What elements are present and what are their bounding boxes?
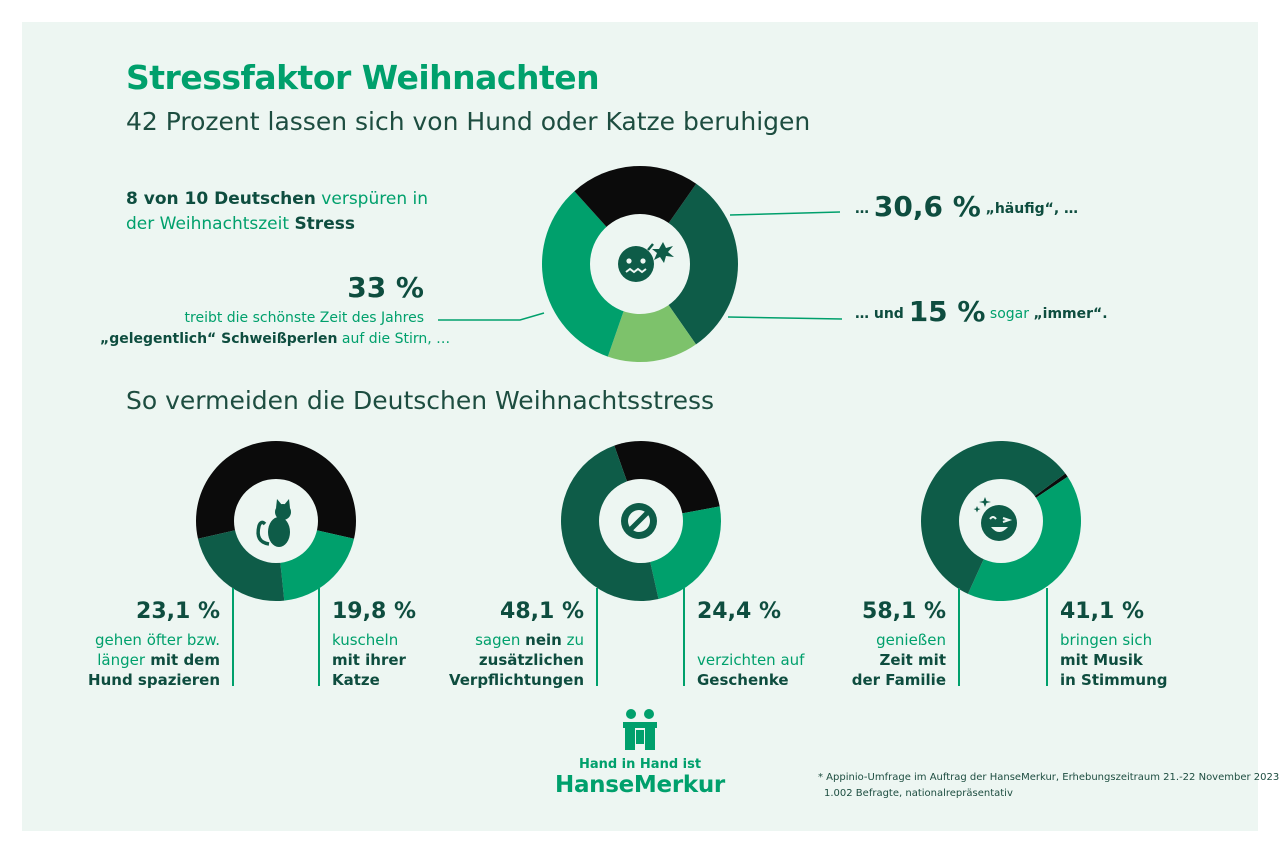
leader-always bbox=[727, 316, 843, 320]
footnote-line1: * Appinio-Umfrage im Auftrag der HanseMe… bbox=[818, 772, 1280, 783]
occasional-value: 33 % bbox=[347, 271, 424, 304]
dog-line1: gehen öfter bzw. bbox=[94, 631, 220, 649]
music-line2: mit Musik bbox=[1060, 651, 1143, 669]
gifts-line2: Geschenke bbox=[697, 671, 789, 689]
cat-label: kuscheln mit ihrer Katze bbox=[332, 630, 406, 690]
logo-brand: HanseMerkur bbox=[555, 772, 725, 798]
frequent-suffix: „häufig“, … bbox=[980, 201, 1079, 217]
music-line3: in Stimmung bbox=[1060, 671, 1168, 689]
happy-face-icon bbox=[973, 497, 1017, 541]
stress-donut-chart bbox=[542, 166, 738, 362]
commitments-value: 48,1 % bbox=[500, 599, 584, 624]
family-line2: Zeit mit bbox=[879, 651, 946, 669]
footnote-line2: 1.002 Befragte, nationalrepräsentativ bbox=[824, 788, 1013, 799]
intro-text: 8 von 10 Deutschen verspüren in der Weih… bbox=[126, 187, 428, 237]
always-mid: sogar bbox=[985, 306, 1034, 322]
music-line1: bringen sich bbox=[1060, 631, 1153, 649]
dog-line2a: länger bbox=[97, 651, 146, 669]
dog-label: gehen öfter bzw. länger mit dem Hund spa… bbox=[60, 630, 220, 690]
dog-value: 23,1 % bbox=[136, 599, 220, 624]
intro-part2: verspüren in bbox=[315, 189, 428, 209]
page-title: Stressfaktor Weihnachten bbox=[126, 58, 600, 97]
logo-tagline: Hand in Hand ist bbox=[578, 757, 702, 772]
hansemerkur-logo-icon bbox=[623, 709, 657, 750]
commitments-line1a: sagen bbox=[475, 631, 526, 649]
leader-occasional bbox=[438, 312, 545, 321]
page-subtitle: 42 Prozent lassen sich von Hund oder Kat… bbox=[126, 107, 811, 136]
family-music-donut-chart bbox=[921, 441, 1081, 601]
music-value: 41,1 % bbox=[1060, 599, 1144, 624]
footnote: * Appinio-Umfrage im Auftrag der HanseMe… bbox=[818, 770, 1280, 802]
family-value: 58,1 % bbox=[862, 599, 946, 624]
commitments-line3: Verpflichtungen bbox=[448, 671, 584, 689]
family-connector bbox=[958, 588, 960, 686]
occasional-description: treibt die schönste Zeit des Jahres „gel… bbox=[100, 308, 450, 350]
music-connector bbox=[1046, 588, 1048, 686]
frequent-value: 30,6 % bbox=[873, 190, 981, 223]
family-line1: genießen bbox=[876, 631, 946, 649]
cat-connector bbox=[318, 588, 320, 686]
always-value: 15 % bbox=[908, 295, 986, 328]
frequent-annotation: … 30,6 % „häufig“, … bbox=[855, 190, 1078, 223]
intro-part4: Stress bbox=[294, 214, 355, 234]
infographic-panel bbox=[22, 22, 1258, 831]
commitments-line2: zusätzlichen bbox=[478, 651, 584, 669]
gifts-connector bbox=[683, 588, 685, 686]
cat-icon bbox=[256, 499, 291, 547]
always-suffix: „immer“. bbox=[1033, 306, 1108, 322]
always-prefix: … und bbox=[855, 306, 909, 322]
cat-line1: kuscheln bbox=[332, 631, 399, 649]
occasional-line2-bold: „gelegentlich“ Schweißperlen bbox=[100, 331, 338, 347]
stress-face-icon bbox=[618, 242, 674, 282]
occasional-line1: treibt die schönste Zeit des Jahres bbox=[184, 310, 424, 326]
family-line3: der Familie bbox=[851, 671, 946, 689]
dog-connector bbox=[232, 588, 234, 686]
occasional-line2-rest: auf die Stirn, … bbox=[337, 331, 451, 347]
gifts-label: verzichten auf Geschenke bbox=[697, 650, 804, 690]
cat-line2: mit ihrer bbox=[332, 651, 406, 669]
intro-part1: 8 von 10 Deutschen bbox=[126, 189, 316, 209]
commitments-line1c: zu bbox=[561, 631, 584, 649]
music-label: bringen sich mit Musik in Stimmung bbox=[1060, 630, 1168, 690]
always-annotation: … und 15 % sogar „immer“. bbox=[855, 295, 1108, 328]
commitments-line1b: nein bbox=[525, 631, 562, 649]
frequent-prefix: … bbox=[855, 201, 874, 217]
dog-line2b: mit dem bbox=[145, 651, 220, 669]
dog-cat-donut-chart bbox=[196, 441, 356, 601]
intro-part3: der Weihnachtszeit bbox=[126, 214, 295, 234]
dog-line3: Hund spazieren bbox=[88, 671, 220, 689]
section-title-avoid: So vermeiden die Deutschen Weihnachtsstr… bbox=[126, 386, 715, 415]
leader-frequent bbox=[729, 211, 841, 216]
commitments-label: sagen nein zu zusätzlichen Verpflichtung… bbox=[404, 630, 584, 690]
commitments-connector bbox=[596, 588, 598, 686]
commitments-donut-chart bbox=[561, 441, 721, 601]
family-label: genießen Zeit mit der Familie bbox=[786, 630, 946, 690]
gifts-line1: verzichten auf bbox=[697, 651, 805, 669]
prohibited-icon bbox=[621, 503, 657, 539]
cat-line3: Katze bbox=[332, 671, 380, 689]
gifts-value: 24,4 % bbox=[697, 599, 781, 624]
donut-segment-immer bbox=[607, 264, 696, 362]
cat-value: 19,8 % bbox=[332, 599, 416, 624]
